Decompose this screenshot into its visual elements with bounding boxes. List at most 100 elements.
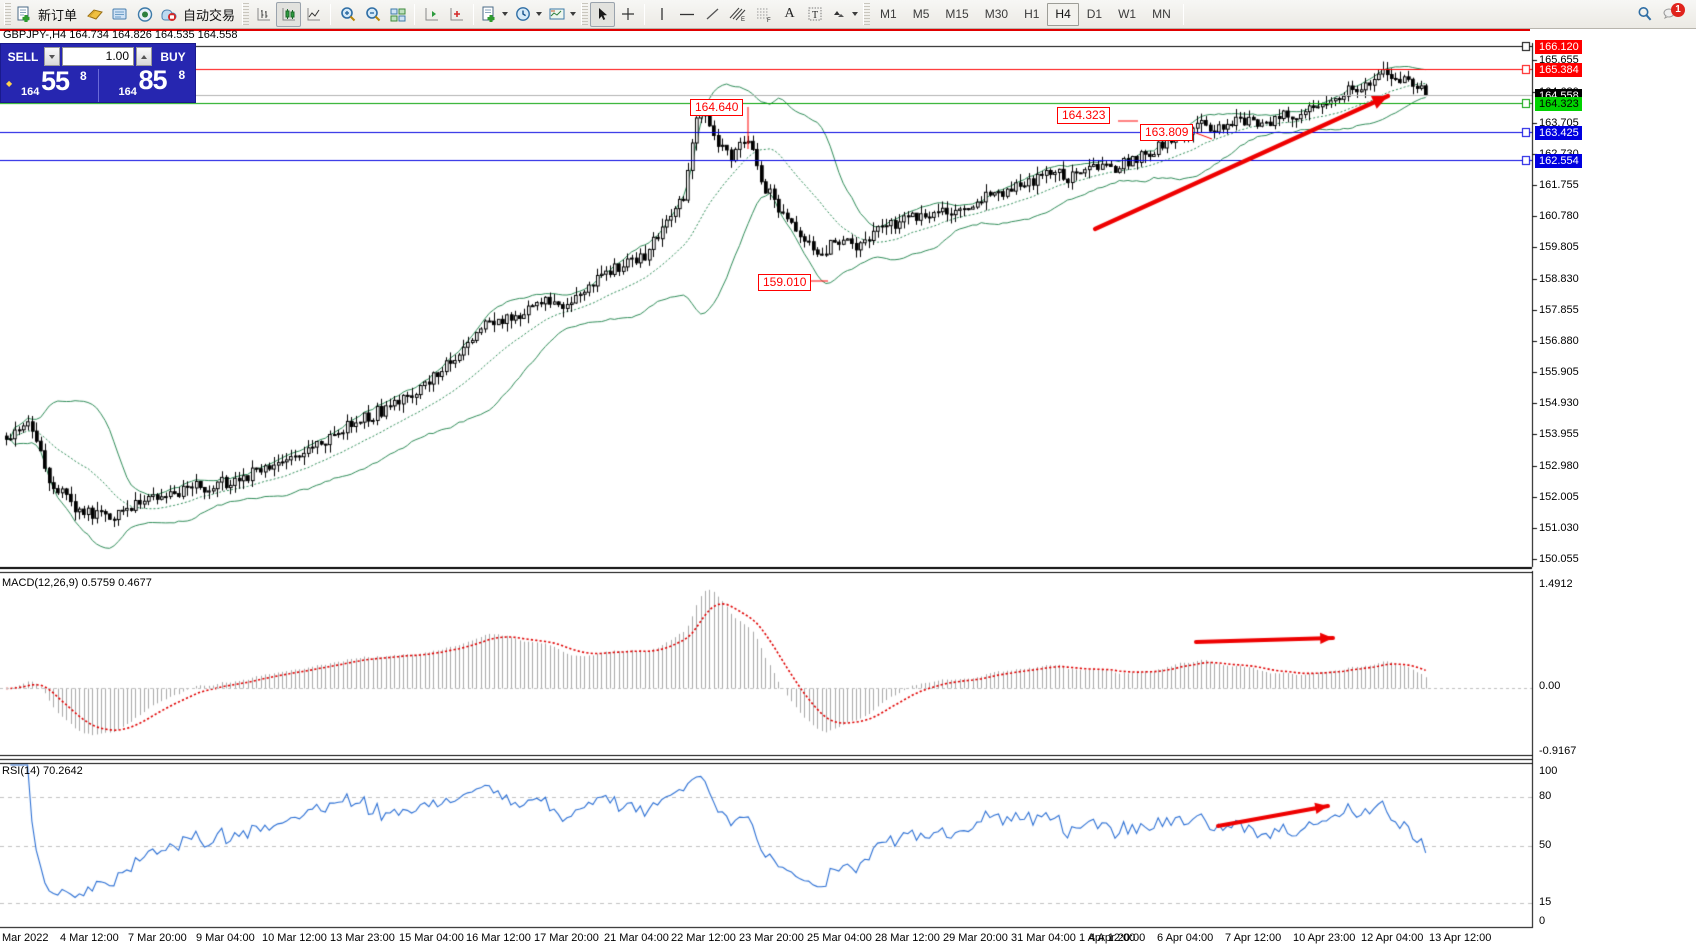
time-axis: Mar 2022 4 Mar 12:00 7 Mar 20:00 9 Mar 04:0… xyxy=(0,928,1530,950)
price-annotation-label[interactable]: 164.640 xyxy=(690,99,744,116)
rsi-axis-tick: 15 xyxy=(1539,895,1552,908)
volume-input[interactable]: 1.00 xyxy=(62,47,134,66)
data-window-icon xyxy=(112,8,127,19)
chart-shift-icon xyxy=(425,7,438,20)
toolbar-grip[interactable] xyxy=(4,3,11,25)
horizontal-line-button[interactable] xyxy=(674,2,700,27)
macd-axis-tick: 0.00 xyxy=(1539,679,1561,692)
one-click-trading-panel[interactable]: SELL 1.00 BUY ◆ 164 55 8 164 85 8 xyxy=(0,43,196,103)
timeframe-m15[interactable]: M15 xyxy=(945,7,969,21)
time-axis-tick: 13 Apr 12:00 xyxy=(1429,932,1492,944)
time-axis-tick: 13 Mar 23:00 xyxy=(330,932,395,944)
timeframe-w1[interactable]: W1 xyxy=(1118,7,1137,21)
time-axis-tick: 4 Apr 20:00 xyxy=(1089,932,1146,944)
volume-increase-button[interactable] xyxy=(136,47,152,66)
chart-shift-button[interactable] xyxy=(419,2,444,27)
tile-windows-button[interactable] xyxy=(385,2,410,27)
toolbar-grip-2[interactable] xyxy=(242,3,250,25)
vertical-line-icon xyxy=(660,7,663,20)
time-axis-tick: 31 Mar 04:00 xyxy=(1011,932,1076,944)
shapes-button[interactable] xyxy=(827,2,861,27)
sell-button[interactable]: SELL xyxy=(7,49,39,64)
navigator-icon xyxy=(137,6,152,22)
time-axis-tick: 29 Mar 20:00 xyxy=(943,932,1008,944)
toolbar-grip-3[interactable] xyxy=(581,3,589,25)
line-chart-button[interactable] xyxy=(301,2,326,27)
toolbar-separator-1 xyxy=(330,3,332,25)
navigator-button[interactable] xyxy=(132,2,157,27)
timeframe-h1[interactable]: H1 xyxy=(1024,7,1040,21)
timeframe-m30[interactable]: M30 xyxy=(984,7,1009,21)
templates-icon xyxy=(549,8,565,19)
text-label-button[interactable]: T xyxy=(802,2,827,27)
price-axis-tick: 151.030 xyxy=(1539,521,1579,534)
timeframe-mn[interactable]: MN xyxy=(1152,7,1171,21)
price-level-tag[interactable]: 165.384 xyxy=(1535,63,1582,78)
expert-advisors-button[interactable] xyxy=(82,2,107,27)
autotrading-button[interactable]: 自动交易 xyxy=(157,2,240,27)
cursor-button[interactable] xyxy=(590,1,616,27)
chevron-down-icon-4[interactable] xyxy=(852,12,859,16)
templates-button[interactable] xyxy=(545,2,579,27)
zoom-in-button[interactable] xyxy=(335,2,360,27)
chevron-down-icon-2[interactable] xyxy=(536,12,543,16)
time-axis-tick: 15 Mar 04:00 xyxy=(399,932,464,944)
price-axis-tick: 158.830 xyxy=(1539,272,1579,285)
timeframe-m5[interactable]: M5 xyxy=(912,7,930,21)
price-level-tag[interactable]: 162.554 xyxy=(1535,153,1582,168)
candlestick-chart-button[interactable] xyxy=(276,1,302,27)
chart-canvas[interactable] xyxy=(0,29,1696,950)
period-button[interactable] xyxy=(511,2,545,27)
price-annotation-label[interactable]: 163.809 xyxy=(1140,124,1194,141)
main-toolbar: 新订单 自动交易 xyxy=(0,0,1696,29)
expert-advisors-icon xyxy=(86,8,103,20)
crosshair-button[interactable] xyxy=(615,2,640,27)
shapes-icon xyxy=(834,10,845,17)
zoom-out-button[interactable] xyxy=(360,2,385,27)
auto-scroll-button[interactable] xyxy=(444,2,469,27)
price-level-tag[interactable]: 166.120 xyxy=(1535,39,1582,54)
macd-axis-tick: -0.9167 xyxy=(1539,745,1577,757)
timeframe-m1[interactable]: M1 xyxy=(880,7,897,21)
trendline-icon xyxy=(706,8,718,19)
search-icon[interactable] xyxy=(1636,5,1654,23)
timeframe-d1[interactable]: D1 xyxy=(1086,7,1103,21)
data-window-button[interactable] xyxy=(107,2,132,27)
tick-direction-icon: ◆ xyxy=(6,79,13,88)
fibonacci-button[interactable]: F xyxy=(751,2,777,27)
time-axis-tick: 16 Mar 12:00 xyxy=(466,932,531,944)
time-axis-tick: Mar 2022 xyxy=(2,932,49,944)
toolbar-right-group: 1 xyxy=(1636,3,1694,23)
new-order-icon xyxy=(17,6,30,22)
buy-quote[interactable]: 164 85 8 xyxy=(97,69,196,102)
text-label-icon: T xyxy=(808,7,822,21)
zoom-out-icon xyxy=(365,6,380,21)
time-axis-tick: 1 Apr 12:00 xyxy=(1079,932,1136,944)
equidistant-channel-button[interactable]: E xyxy=(725,2,751,27)
sell-quote[interactable]: ◆ 164 55 8 xyxy=(1,69,98,102)
horizontal-line-icon xyxy=(680,13,695,15)
autotrading-icon xyxy=(161,8,177,21)
rsi-axis-tick: 100 xyxy=(1539,765,1558,777)
chevron-down-icon-3[interactable] xyxy=(570,12,577,16)
sell-price-big: 164 xyxy=(21,86,40,98)
bar-chart-button[interactable] xyxy=(251,2,276,27)
price-annotation-label[interactable]: 164.323 xyxy=(1057,107,1111,124)
trendline-button[interactable] xyxy=(700,2,725,27)
price-level-tag[interactable]: 163.425 xyxy=(1535,125,1582,140)
text-button[interactable]: A xyxy=(777,2,802,27)
new-order-button[interactable]: 新订单 xyxy=(13,2,82,27)
timeframe-h4[interactable]: H4 xyxy=(1047,2,1079,26)
alerts-button[interactable]: 1 xyxy=(1662,3,1685,23)
chevron-down-icon[interactable] xyxy=(502,12,509,16)
chart-window[interactable]: GBPJPY-,H4 164.734 164.826 164.535 164.5… xyxy=(0,29,1696,950)
volume-decrease-button[interactable] xyxy=(44,47,60,66)
price-level-tag[interactable]: 164.323 xyxy=(1535,96,1582,111)
price-annotation-label[interactable]: 159.010 xyxy=(758,274,812,291)
indicators-button[interactable] xyxy=(478,2,511,27)
line-chart-icon xyxy=(307,7,320,20)
toolbar-separator-5 xyxy=(1182,3,1184,25)
toolbar-grip-4[interactable] xyxy=(863,3,871,25)
vertical-line-button[interactable] xyxy=(649,2,674,27)
buy-button[interactable]: BUY xyxy=(160,49,186,64)
